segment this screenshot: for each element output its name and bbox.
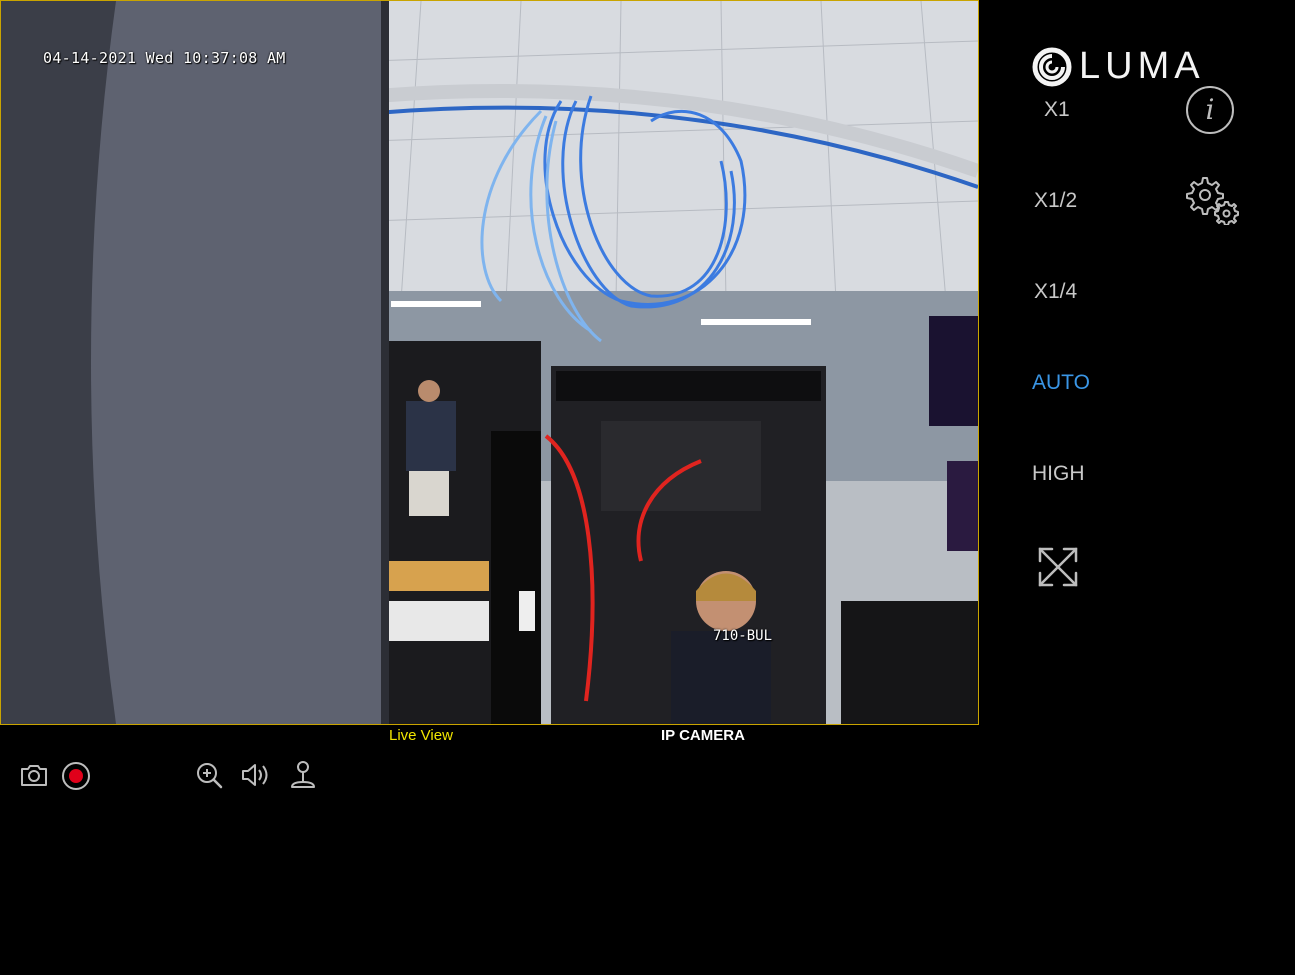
camera-icon[interactable] — [18, 759, 50, 796]
logo-text: LUMA — [1079, 45, 1205, 87]
info-icon[interactable]: i — [1186, 86, 1234, 134]
live-view-label: Live View — [389, 727, 453, 744]
video-feed[interactable]: 04-14-2021 Wed 10:37:08 AM 710-BUL — [0, 0, 979, 725]
resolution-x1-4-option[interactable]: X1/4 — [1034, 280, 1078, 303]
resolution-high-option[interactable]: HIGH — [1032, 462, 1085, 485]
fullscreen-icon[interactable] — [1036, 545, 1080, 594]
resolution-auto-option[interactable]: AUTO — [1032, 371, 1090, 394]
gears-icon[interactable] — [1186, 175, 1240, 230]
side-panel: LUMA X1 X1/2 X1/4 AUTO HIGH i — [979, 0, 1295, 975]
resolution-x1-2-option[interactable]: X1/2 — [1034, 189, 1078, 212]
camera-image — [1, 1, 978, 724]
camera-type-label: IP CAMERA — [661, 727, 745, 744]
video-camera-name: 710-BUL — [713, 628, 773, 644]
speaker-icon[interactable] — [239, 759, 271, 796]
luma-logo: LUMA — [1031, 45, 1205, 88]
joystick-icon[interactable] — [287, 759, 319, 796]
video-timestamp: 04-14-2021 Wed 10:37:08 AM — [43, 49, 286, 67]
record-icon[interactable] — [60, 759, 92, 796]
luma-logo-icon — [1032, 47, 1072, 86]
zoom-in-icon[interactable] — [193, 759, 225, 796]
resolution-x1-option[interactable]: X1 — [1044, 98, 1070, 121]
